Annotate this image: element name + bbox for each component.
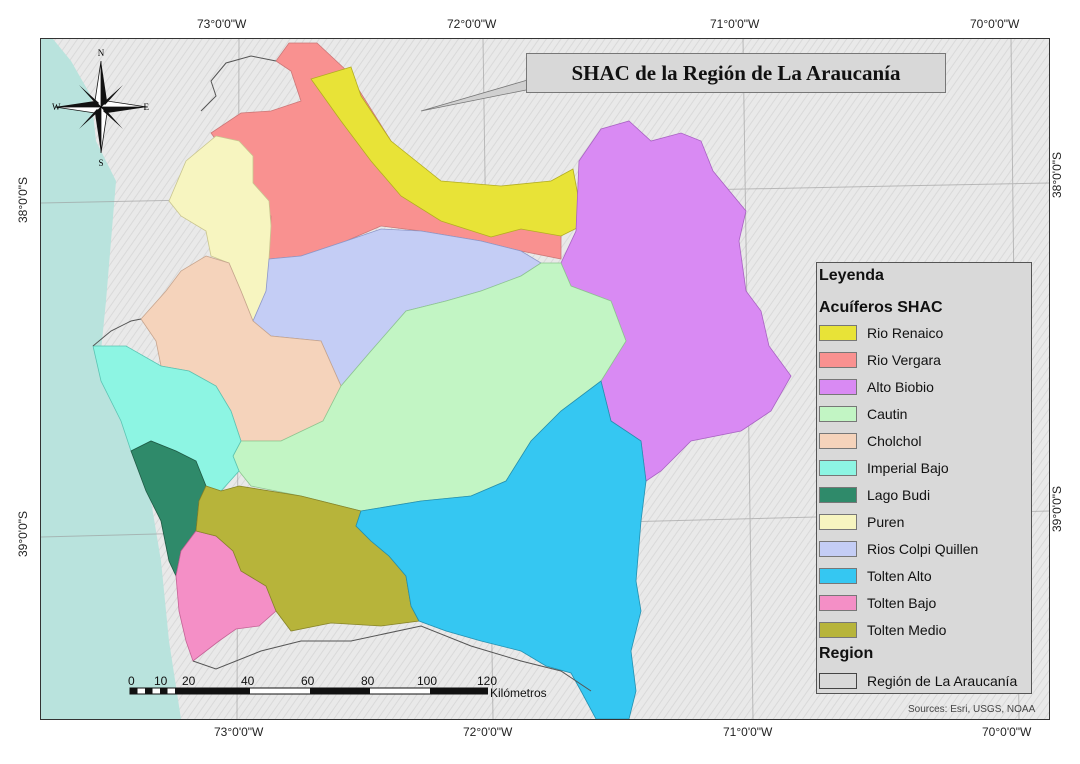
coord-top-70w: 70°0'0"W (970, 17, 1020, 31)
legend-item: Imperial Bajo (819, 454, 1031, 481)
legend-item: Puren (819, 508, 1031, 535)
legend-item: Lago Budi (819, 481, 1031, 508)
legend-label: Puren (867, 513, 905, 530)
legend-label: Rio Vergara (867, 351, 941, 368)
legend-swatch (819, 594, 857, 611)
coord-bottom-72w: 72°0'0"W (463, 725, 513, 739)
legend-item: Cholchol (819, 427, 1031, 454)
scale-unit: Kilómetros (490, 686, 547, 700)
legend-swatch (819, 540, 857, 557)
legend-swatch (819, 432, 857, 449)
legend-swatch-region (819, 672, 857, 689)
legend-item-region: Región de La Araucanía (819, 667, 1031, 694)
coord-top-73w: 73°0'0"W (197, 17, 247, 31)
legend-swatch (819, 351, 857, 368)
legend-label: Tolten Alto (867, 567, 932, 584)
legend-item: Alto Biobio (819, 373, 1031, 400)
scale-tick-100: 100 (417, 674, 438, 688)
aquifer-cautin[interactable] (232, 262, 627, 512)
legend-section-aquifers: Acuíferos SHAC (819, 299, 943, 316)
coord-bottom-73w: 73°0'0"W (214, 725, 264, 739)
legend-swatch (819, 405, 857, 422)
compass-w: W (52, 102, 61, 112)
coord-left-38s: 38°0'0"S (16, 176, 31, 224)
legend-swatch (819, 378, 857, 395)
ocean (41, 39, 181, 719)
aquifer-imperial-bajo[interactable] (92, 345, 242, 492)
legend-label: Cholchol (867, 432, 922, 449)
compass-e: E (144, 102, 150, 112)
scale-tick-80: 80 (361, 674, 375, 688)
legend-swatch (819, 324, 857, 341)
legend: Leyenda Acuíferos SHAC Rio Renaico Rio Ve… (816, 262, 1032, 694)
legend-items: Rio Renaico Rio Vergara Alto Biobio Cautin C… (819, 319, 1031, 643)
legend-section-region: Region (819, 645, 874, 662)
coord-right-38s: 38°0'0"S (1050, 151, 1065, 199)
legend-item: Tolten Medio (819, 616, 1031, 643)
compass-n: N (98, 48, 105, 58)
scale-tick-120: 120 (477, 674, 498, 688)
coord-top-71w: 71°0'0"W (710, 17, 760, 31)
legend-label: Rio Renaico (867, 324, 944, 341)
coord-left-39s: 39°0'0"S (16, 510, 31, 558)
north-arrow-icon: N S E W (52, 48, 150, 167)
source-credit: Sources: Esri, USGS, NOAA (908, 704, 1036, 715)
legend-item: Rio Vergara (819, 346, 1031, 373)
legend-label: Rios Colpi Quillen (867, 540, 979, 557)
scale-tick-10: 10 (154, 674, 168, 688)
aquifer-tolten-alto[interactable] (355, 380, 647, 719)
legend-label: Imperial Bajo (867, 459, 949, 476)
legend-item: Cautin (819, 400, 1031, 427)
map-title: SHAC de la Región de La Araucanía (526, 53, 946, 93)
region-boundary-south (192, 625, 592, 692)
scale-tick-40: 40 (241, 674, 255, 688)
region-boundary-north (200, 55, 277, 112)
region-boundary-coast (92, 318, 142, 347)
coord-right-39s: 39°0'0"S (1050, 485, 1065, 533)
scale-tick-20: 20 (182, 674, 196, 688)
legend-label: Lago Budi (867, 486, 931, 503)
scale-tick-0: 0 (128, 674, 135, 688)
legend-item: Rio Renaico (819, 319, 1031, 346)
legend-swatch (819, 567, 857, 584)
legend-label: Tolten Bajo (867, 594, 937, 611)
legend-swatch (819, 459, 857, 476)
coord-top-72w: 72°0'0"W (447, 17, 497, 31)
scale-tick-60: 60 (301, 674, 315, 688)
scale-bar-graphic (129, 687, 488, 695)
coord-bottom-71w: 71°0'0"W (723, 725, 773, 739)
legend-swatch (819, 486, 857, 503)
legend-label: Tolten Medio (867, 621, 947, 638)
legend-item: Tolten Bajo (819, 589, 1031, 616)
legend-item: Tolten Alto (819, 562, 1031, 589)
legend-title: Leyenda (819, 267, 884, 284)
legend-label: Alto Biobio (867, 378, 934, 395)
coord-bottom-70w: 70°0'0"W (982, 725, 1032, 739)
legend-label-region: Región de La Araucanía (867, 672, 1018, 689)
legend-swatch (819, 513, 857, 530)
legend-item: Rios Colpi Quillen (819, 535, 1031, 562)
legend-swatch (819, 621, 857, 638)
legend-label: Cautin (867, 405, 908, 422)
compass-s: S (98, 158, 103, 167)
